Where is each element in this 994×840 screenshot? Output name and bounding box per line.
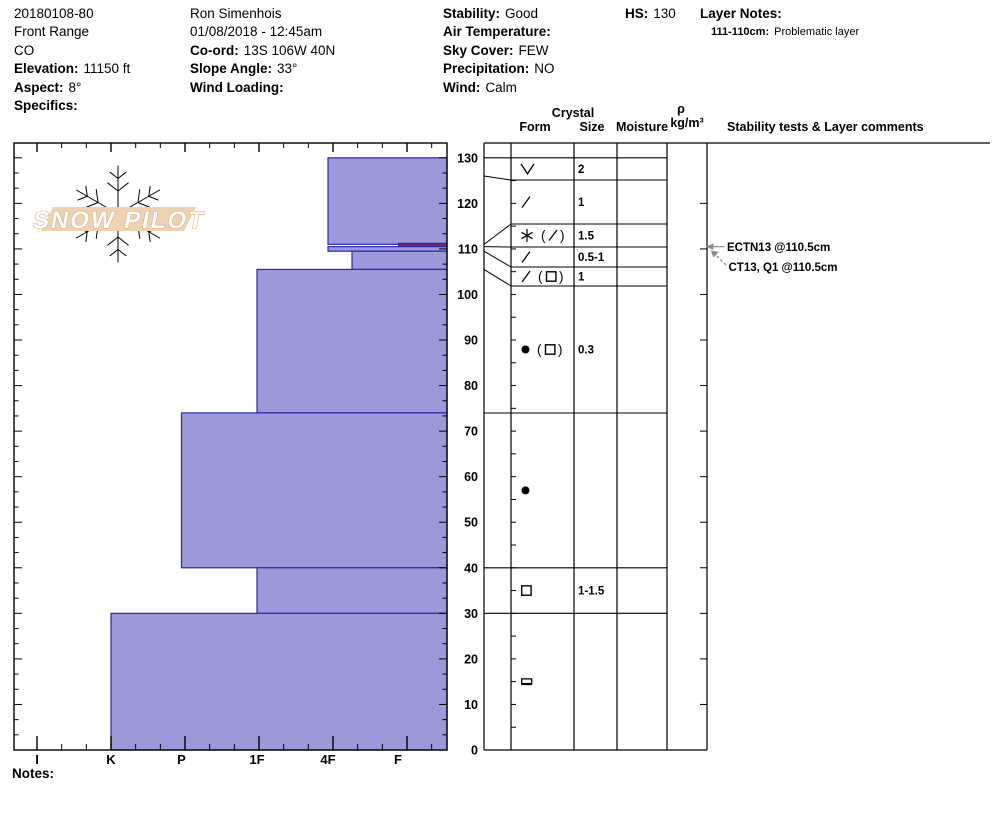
hardness-tick-label: I: [35, 752, 39, 767]
crystal-row: 2: [520, 163, 584, 176]
layer-notes-block: Layer Notes: 111-110cm: Problematic layer: [700, 5, 859, 42]
layer-bar: [351, 250, 448, 271]
crystal-row: 1-1.5: [521, 585, 605, 598]
logo-text: SNOW PILOT: [31, 207, 208, 234]
layer-bar: [327, 246, 448, 252]
grain-size-value: 1: [578, 272, 585, 284]
depth-label: 90: [464, 334, 478, 348]
hardness-tick-label: K: [106, 752, 116, 767]
arrow-left-icon: [706, 243, 714, 250]
density-header: ρ: [677, 102, 685, 116]
chart-text: (: [541, 228, 546, 243]
layer-bar: [256, 567, 448, 614]
crystal-row: () 1: [521, 269, 585, 284]
profile-bars: [110, 157, 448, 751]
hardness-depth-axes: I K P 1F 4F F: [13, 142, 448, 767]
depth-label: 0: [471, 744, 478, 758]
crystal-row: () 0.3: [521, 342, 594, 357]
depth-label: 120: [457, 197, 478, 211]
layer-notes-title: Layer Notes:: [700, 6, 782, 21]
chart-text: ): [559, 269, 564, 284]
crystal-row: [521, 486, 530, 495]
pit-state: CO: [14, 42, 35, 58]
depth-label: 70: [464, 425, 478, 439]
crystal-rows: 2 1 () 1.5 0.5-1 () 1 () 0.3 1-1.5: [520, 163, 605, 686]
slope-angle: Slope Angle: 33°: [190, 61, 298, 77]
crystal-row: 0.5-1: [521, 251, 605, 264]
layer-note: 111-110cm: Problematic layer: [711, 26, 860, 39]
depth-label: 80: [464, 379, 478, 393]
crystal-row: () 1.5: [521, 228, 595, 243]
size-header: Size: [579, 120, 604, 134]
pit-specifics: Specifics:: [14, 98, 78, 114]
chart-text: ): [558, 342, 563, 357]
pit-elevation: Elevation: 11150 ft: [14, 61, 131, 77]
test-label-ct: CT13, Q1 @110.5cm: [729, 262, 838, 274]
chart-text: (: [537, 342, 542, 357]
depth-label: 50: [464, 516, 478, 530]
depth-label: 60: [464, 470, 478, 484]
stability-rating: Stability: Good: [443, 6, 539, 21]
test-label-ectn: ECTN13 @110.5cm: [727, 242, 830, 254]
observation-datetime: 01/08/2018 - 12:45am: [190, 24, 323, 40]
sky-cover: Sky Cover: FEW: [443, 42, 549, 58]
crystal-row: [521, 678, 533, 686]
pit-range: Front Range: [14, 24, 90, 40]
hardness-tick-label: P: [177, 752, 186, 767]
form-header: Form: [519, 120, 550, 134]
layer-bar: [256, 268, 448, 414]
header-weather-block: Stability: Good Air Temperature: Sky Cove…: [443, 5, 556, 97]
hardness-tick-label: F: [394, 752, 402, 767]
problem-layer-bar: [398, 244, 447, 247]
snowpilot-logo: SNOW PILOT: [30, 165, 208, 263]
depth-label: 110: [458, 242, 478, 256]
notes-label: Notes:: [12, 766, 55, 781]
wind-loading: Wind Loading:: [190, 79, 284, 95]
density-units: kg/m³: [670, 116, 703, 130]
hardness-tick-label: 1F: [249, 752, 264, 767]
arrow-upleft-icon: [710, 250, 719, 258]
grain-size-value: 0.3: [578, 345, 594, 357]
air-temperature: Air Temperature:: [443, 24, 551, 40]
precipitation: Precipitation: NO: [443, 61, 555, 77]
header-location-block: 20180108-80 Front Range CO Elevation: 111…: [14, 5, 130, 115]
pit-aspect: Aspect: 8°: [14, 79, 82, 95]
snow-height: HS: 130: [625, 6, 676, 21]
stability-header: Stability tests & Layer comments: [727, 120, 924, 134]
header-observation-block: Ron Simenhois 01/08/2018 - 12:45am Co-or…: [190, 5, 335, 97]
coordinates: Co-ord: 13S 106W 40N: [190, 42, 336, 58]
grain-size-value: 0.5-1: [578, 252, 605, 264]
logo-banner: [41, 207, 196, 231]
stability-annotations: ECTN13 @110.5cm CT13, Q1 @110.5cm: [706, 242, 838, 274]
grain-size-value: 2: [578, 164, 584, 176]
hardness-tick-label: 4F: [320, 752, 335, 767]
wind: Wind: Calm: [443, 79, 517, 95]
pit-id: 20180108-80: [14, 6, 94, 21]
moisture-header: Moisture: [616, 120, 668, 134]
chart-text: (: [538, 269, 543, 284]
leader-lines: [483, 175, 512, 287]
layer-bar: [180, 412, 448, 569]
grain-size-value: 1.5: [578, 231, 595, 243]
depth-label: 30: [464, 607, 478, 621]
table-grid: [483, 142, 990, 751]
depth-label: 40: [464, 561, 478, 575]
depth-label: 130: [457, 151, 478, 165]
depth-label: 10: [464, 698, 478, 712]
grain-size-value: 1: [578, 197, 585, 209]
grain-size-value: 1-1.5: [578, 586, 605, 598]
chart-text: ): [560, 228, 565, 243]
crystal-header: Crystal: [552, 106, 594, 120]
layer-bar: [327, 157, 448, 245]
layer-bar: [110, 612, 448, 751]
snow-height-block: HS: 130: [625, 5, 676, 23]
crystal-row: 1: [521, 196, 585, 209]
depth-label: 100: [457, 288, 478, 302]
observer-name: Ron Simenhois: [190, 6, 282, 21]
depth-label: 20: [464, 652, 478, 666]
